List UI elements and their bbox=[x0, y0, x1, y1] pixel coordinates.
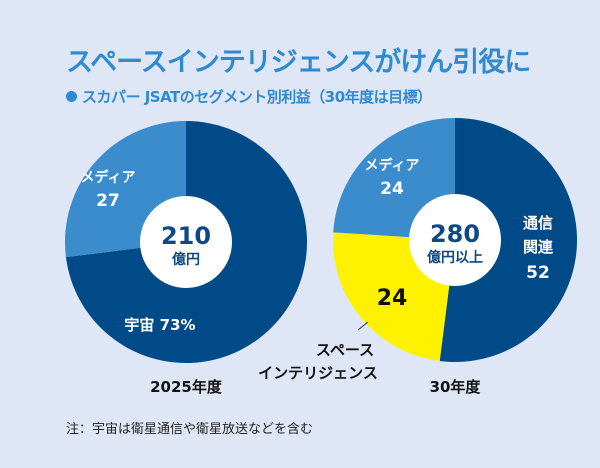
center-value: 280 bbox=[430, 220, 480, 248]
pie-slice-1-0 bbox=[439, 118, 577, 362]
slice-label: メディア bbox=[80, 169, 135, 186]
donut-hole bbox=[140, 196, 232, 288]
year-label: 30年度 bbox=[430, 378, 482, 396]
slice-value: 52 bbox=[526, 263, 550, 283]
slice-value: 24 bbox=[377, 286, 408, 311]
slice-label: メディア bbox=[364, 157, 419, 174]
slice-value: 27 bbox=[96, 191, 120, 211]
leader-line bbox=[357, 321, 369, 331]
center-unit: 億円 bbox=[172, 251, 200, 268]
slice-value: 24 bbox=[380, 179, 404, 199]
year-label: 2025年度 bbox=[150, 378, 223, 396]
slice-label: 関連 bbox=[523, 238, 554, 256]
bullet-icon bbox=[66, 91, 77, 102]
chart-title: スペースインテリジェンスがけん引役に bbox=[66, 47, 531, 78]
center-value: 210 bbox=[161, 222, 211, 250]
slice-label: 通信 bbox=[523, 214, 553, 232]
slice-label: スペース bbox=[316, 341, 374, 359]
subtitle-text: スカパー JSATのセグメント別利益（30年度は目標） bbox=[82, 88, 432, 106]
chart-subtitle: スカパー JSATのセグメント別利益（30年度は目標） bbox=[66, 86, 432, 107]
slice-label: 宇宙 73% bbox=[124, 316, 195, 334]
footnote: 注：宇宙は衛星通信や衛星放送などを含む bbox=[66, 422, 314, 437]
slice-label: インテリジェンス bbox=[258, 364, 378, 382]
center-unit: 億円以上 bbox=[427, 249, 483, 266]
donut-hole bbox=[409, 194, 501, 286]
